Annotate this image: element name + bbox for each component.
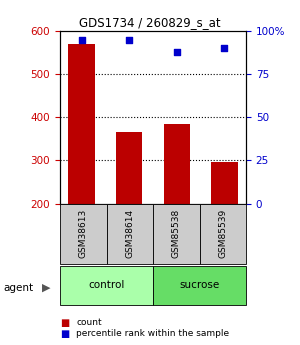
Text: ■: ■ — [60, 329, 69, 339]
Text: percentile rank within the sample: percentile rank within the sample — [76, 329, 230, 338]
Bar — [106, 204, 153, 264]
Bar — [68, 44, 95, 204]
Bar — [211, 162, 238, 204]
Point — [222, 46, 227, 51]
Text: GSM85539: GSM85539 — [218, 209, 227, 258]
Point — [127, 37, 132, 42]
Bar — [153, 204, 200, 264]
Bar — [153, 266, 246, 305]
Text: GSM85538: GSM85538 — [172, 209, 181, 258]
Bar — [60, 266, 153, 305]
Text: count: count — [76, 318, 102, 327]
Text: GDS1734 / 260829_s_at: GDS1734 / 260829_s_at — [79, 16, 221, 29]
Text: control: control — [88, 280, 125, 290]
Text: ■: ■ — [60, 318, 69, 327]
Text: agent: agent — [3, 283, 33, 293]
Text: GSM38613: GSM38613 — [79, 209, 88, 258]
Point — [79, 37, 84, 42]
Point — [174, 49, 179, 55]
Text: ▶: ▶ — [42, 283, 51, 293]
Text: sucrose: sucrose — [179, 280, 220, 290]
Text: GSM38614: GSM38614 — [125, 209, 134, 258]
Bar — [164, 124, 190, 204]
Bar — [60, 204, 106, 264]
Bar — [200, 204, 246, 264]
Bar — [116, 132, 142, 204]
